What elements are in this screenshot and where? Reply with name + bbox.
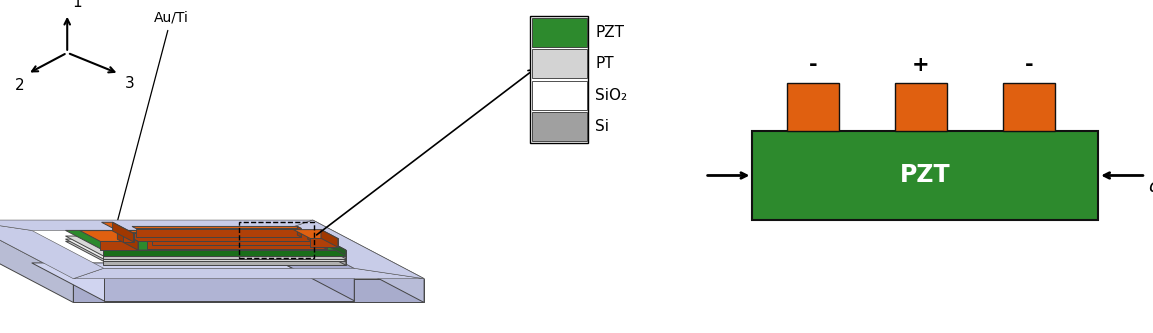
Bar: [752, 131, 1098, 220]
Polygon shape: [0, 220, 74, 302]
Polygon shape: [309, 236, 346, 259]
Text: σ: σ: [1148, 178, 1153, 196]
Text: +: +: [912, 55, 929, 75]
Polygon shape: [113, 222, 134, 242]
Polygon shape: [103, 256, 346, 259]
Text: Au/Ti: Au/Ti: [113, 11, 189, 233]
Polygon shape: [103, 250, 346, 256]
Polygon shape: [148, 235, 317, 237]
Polygon shape: [66, 239, 346, 259]
Text: 1: 1: [73, 0, 82, 10]
Bar: [530, 16, 588, 143]
Bar: [532, 18, 587, 47]
Polygon shape: [143, 239, 327, 241]
Polygon shape: [66, 241, 346, 261]
Polygon shape: [308, 230, 311, 241]
Bar: [239, 222, 315, 258]
Polygon shape: [74, 268, 424, 279]
Polygon shape: [323, 239, 327, 249]
Bar: [532, 112, 587, 141]
Polygon shape: [321, 230, 338, 247]
Polygon shape: [309, 230, 346, 256]
Text: 2: 2: [15, 78, 24, 93]
Polygon shape: [310, 238, 338, 247]
Text: -: -: [1025, 55, 1033, 75]
Polygon shape: [122, 233, 134, 242]
Bar: [1003, 83, 1055, 131]
Text: -: -: [808, 55, 817, 75]
Bar: [786, 83, 838, 131]
Polygon shape: [309, 241, 346, 265]
Text: 3: 3: [126, 76, 135, 91]
Polygon shape: [282, 220, 424, 279]
Polygon shape: [0, 220, 312, 230]
Polygon shape: [100, 241, 138, 250]
Polygon shape: [32, 263, 354, 301]
Polygon shape: [127, 230, 311, 233]
Text: SiO₂: SiO₂: [595, 88, 627, 103]
Bar: [895, 83, 947, 131]
Polygon shape: [297, 226, 301, 237]
Polygon shape: [146, 241, 327, 249]
Polygon shape: [104, 268, 354, 301]
Polygon shape: [312, 220, 424, 302]
Text: Si: Si: [595, 119, 609, 134]
Polygon shape: [80, 230, 138, 241]
Polygon shape: [66, 230, 346, 250]
Polygon shape: [103, 261, 346, 265]
Polygon shape: [151, 237, 317, 245]
Polygon shape: [0, 220, 104, 279]
Polygon shape: [74, 279, 424, 302]
Polygon shape: [118, 230, 138, 250]
Polygon shape: [131, 233, 311, 241]
Polygon shape: [101, 222, 134, 233]
Polygon shape: [136, 228, 301, 237]
Polygon shape: [293, 230, 338, 238]
Polygon shape: [309, 239, 346, 261]
Text: PZT: PZT: [900, 164, 950, 187]
Polygon shape: [66, 236, 346, 256]
Polygon shape: [282, 230, 354, 301]
Polygon shape: [131, 226, 301, 228]
Text: PT: PT: [595, 56, 613, 71]
Text: PZT: PZT: [595, 25, 624, 40]
Polygon shape: [312, 235, 317, 245]
Bar: [532, 49, 587, 78]
Polygon shape: [103, 259, 346, 261]
Bar: [532, 81, 587, 110]
